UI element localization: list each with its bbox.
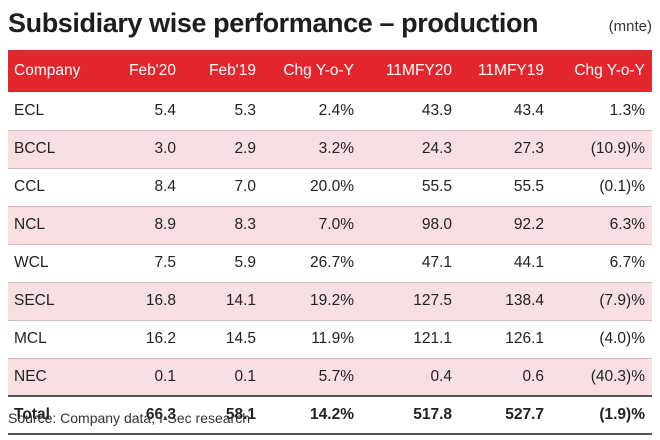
cell-feb19: 14.5	[183, 320, 263, 359]
cell-feb19: 5.9	[183, 244, 263, 283]
cell-11mfy20: 24.3	[361, 130, 459, 169]
cell-total-chg-monthly: 14.2%	[263, 395, 361, 435]
production-table: Company Feb'20 Feb'19 Chg Y-o-Y 11MFY20 …	[8, 50, 652, 435]
cell-chg-monthly: 2.4%	[263, 92, 361, 131]
cell-11mfy20: 43.9	[361, 92, 459, 131]
cell-chg-ytd: (4.0)%	[551, 320, 652, 359]
cell-feb20: 16.8	[98, 282, 183, 321]
source-note: Source: Company data, I-Sec research	[8, 410, 251, 426]
table-row: NCL 8.9 8.3 7.0% 98.0 92.2 6.3%	[8, 206, 652, 245]
col-header-feb20: Feb'20	[129, 62, 176, 79]
cell-company: NCL	[8, 206, 98, 245]
cell-feb20: 7.5	[98, 244, 183, 283]
cell-feb20: 8.9	[98, 206, 183, 245]
cell-feb19: 0.1	[183, 358, 263, 397]
cell-total-feb19: 58.1	[183, 395, 263, 435]
unit-label: (mnte)	[608, 18, 652, 35]
header-row: Company Feb'20 Feb'19 Chg Y-o-Y 11MFY20 …	[8, 50, 652, 92]
col-header-chg-ytd: Chg Y-o-Y	[574, 62, 645, 79]
cell-chg-monthly: 26.7%	[263, 244, 361, 283]
cell-total-chg-ytd: (1.9)%	[551, 395, 652, 435]
cell-11mfy19: 43.4	[459, 92, 551, 131]
cell-chg-ytd: (7.9)%	[551, 282, 652, 321]
cell-total-feb20: 66.3	[98, 395, 183, 435]
cell-11mfy19: 138.4	[459, 282, 551, 321]
cell-11mfy20: 127.5	[361, 282, 459, 321]
table-title: Subsidiary wise performance – production	[8, 8, 539, 38]
table-row: ECL 5.4 5.3 2.4% 43.9 43.4 1.3%	[8, 92, 652, 131]
cell-11mfy20: 47.1	[361, 244, 459, 283]
cell-chg-monthly: 20.0%	[263, 168, 361, 207]
cell-company: CCL	[8, 168, 98, 207]
cell-chg-ytd: (40.3)%	[551, 358, 652, 397]
table-row: BCCL 3.0 2.9 3.2% 24.3 27.3 (10.9)%	[8, 130, 652, 169]
table-row: MCL 16.2 14.5 11.9% 121.1 126.1 (4.0)%	[8, 320, 652, 359]
col-header-chg-monthly: Chg Y-o-Y	[283, 62, 354, 79]
cell-11mfy19: 44.1	[459, 244, 551, 283]
cell-feb19: 2.9	[183, 130, 263, 169]
cell-feb20: 16.2	[98, 320, 183, 359]
cell-11mfy19: 27.3	[459, 130, 551, 169]
cell-feb20: 8.4	[98, 168, 183, 207]
table-row: NEC 0.1 0.1 5.7% 0.4 0.6 (40.3)%	[8, 358, 652, 397]
cell-chg-ytd: (10.9)%	[551, 130, 652, 169]
cell-feb20: 5.4	[98, 92, 183, 131]
cell-11mfy19: 0.6	[459, 358, 551, 397]
cell-feb19: 7.0	[183, 168, 263, 207]
cell-company: BCCL	[8, 130, 98, 169]
title-row: Subsidiary wise performance – production…	[8, 4, 652, 50]
cell-11mfy19: 55.5	[459, 168, 551, 207]
table-row: CCL 8.4 7.0 20.0% 55.5 55.5 (0.1)%	[8, 168, 652, 207]
cell-11mfy20: 55.5	[361, 168, 459, 207]
cell-chg-monthly: 11.9%	[263, 320, 361, 359]
cell-11mfy19: 92.2	[459, 206, 551, 245]
cell-company: ECL	[8, 92, 98, 131]
col-header-11mfy20: 11MFY20	[385, 62, 452, 79]
cell-feb20: 0.1	[98, 358, 183, 397]
cell-total-label: Total	[8, 395, 98, 435]
cell-chg-ytd: 6.7%	[551, 244, 652, 283]
cell-chg-monthly: 19.2%	[263, 282, 361, 321]
total-row: Total 66.3 58.1 14.2% 517.8 527.7 (1.9)%	[8, 395, 652, 435]
cell-company: MCL	[8, 320, 98, 359]
cell-chg-ytd: 6.3%	[551, 206, 652, 245]
cell-company: WCL	[8, 244, 98, 283]
cell-total-11mfy20: 517.8	[361, 395, 459, 435]
col-header-company: Company	[14, 62, 81, 79]
cell-feb19: 8.3	[183, 206, 263, 245]
cell-chg-ytd: (0.1)%	[551, 168, 652, 207]
cell-11mfy20: 0.4	[361, 358, 459, 397]
cell-company: NEC	[8, 358, 98, 397]
cell-chg-monthly: 7.0%	[263, 206, 361, 245]
table-row: SECL 16.8 14.1 19.2% 127.5 138.4 (7.9)%	[8, 282, 652, 321]
table-row: WCL 7.5 5.9 26.7% 47.1 44.1 6.7%	[8, 244, 652, 283]
cell-total-11mfy19: 527.7	[459, 395, 551, 435]
col-header-feb19: Feb'19	[209, 62, 256, 79]
cell-chg-ytd: 1.3%	[551, 92, 652, 131]
cell-11mfy19: 126.1	[459, 320, 551, 359]
cell-chg-monthly: 5.7%	[263, 358, 361, 397]
cell-11mfy20: 121.1	[361, 320, 459, 359]
cell-feb19: 5.3	[183, 92, 263, 131]
cell-company: SECL	[8, 282, 98, 321]
cell-11mfy20: 98.0	[361, 206, 459, 245]
cell-feb20: 3.0	[98, 130, 183, 169]
cell-feb19: 14.1	[183, 282, 263, 321]
col-header-11mfy19: 11MFY19	[477, 62, 544, 79]
cell-chg-monthly: 3.2%	[263, 130, 361, 169]
